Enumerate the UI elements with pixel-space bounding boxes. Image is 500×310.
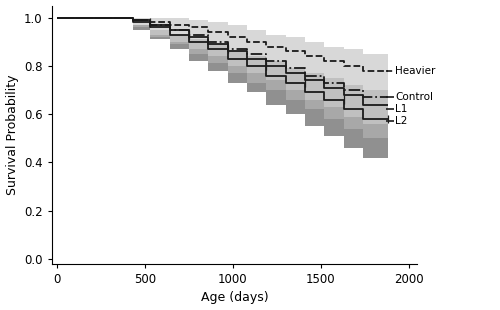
Y-axis label: Survival Probability: Survival Probability	[6, 74, 18, 195]
Text: Heavier: Heavier	[396, 66, 436, 76]
Text: L1: L1	[396, 104, 408, 114]
X-axis label: Age (days): Age (days)	[200, 291, 268, 304]
Text: L2: L2	[396, 117, 408, 126]
Text: Control: Control	[396, 92, 434, 102]
